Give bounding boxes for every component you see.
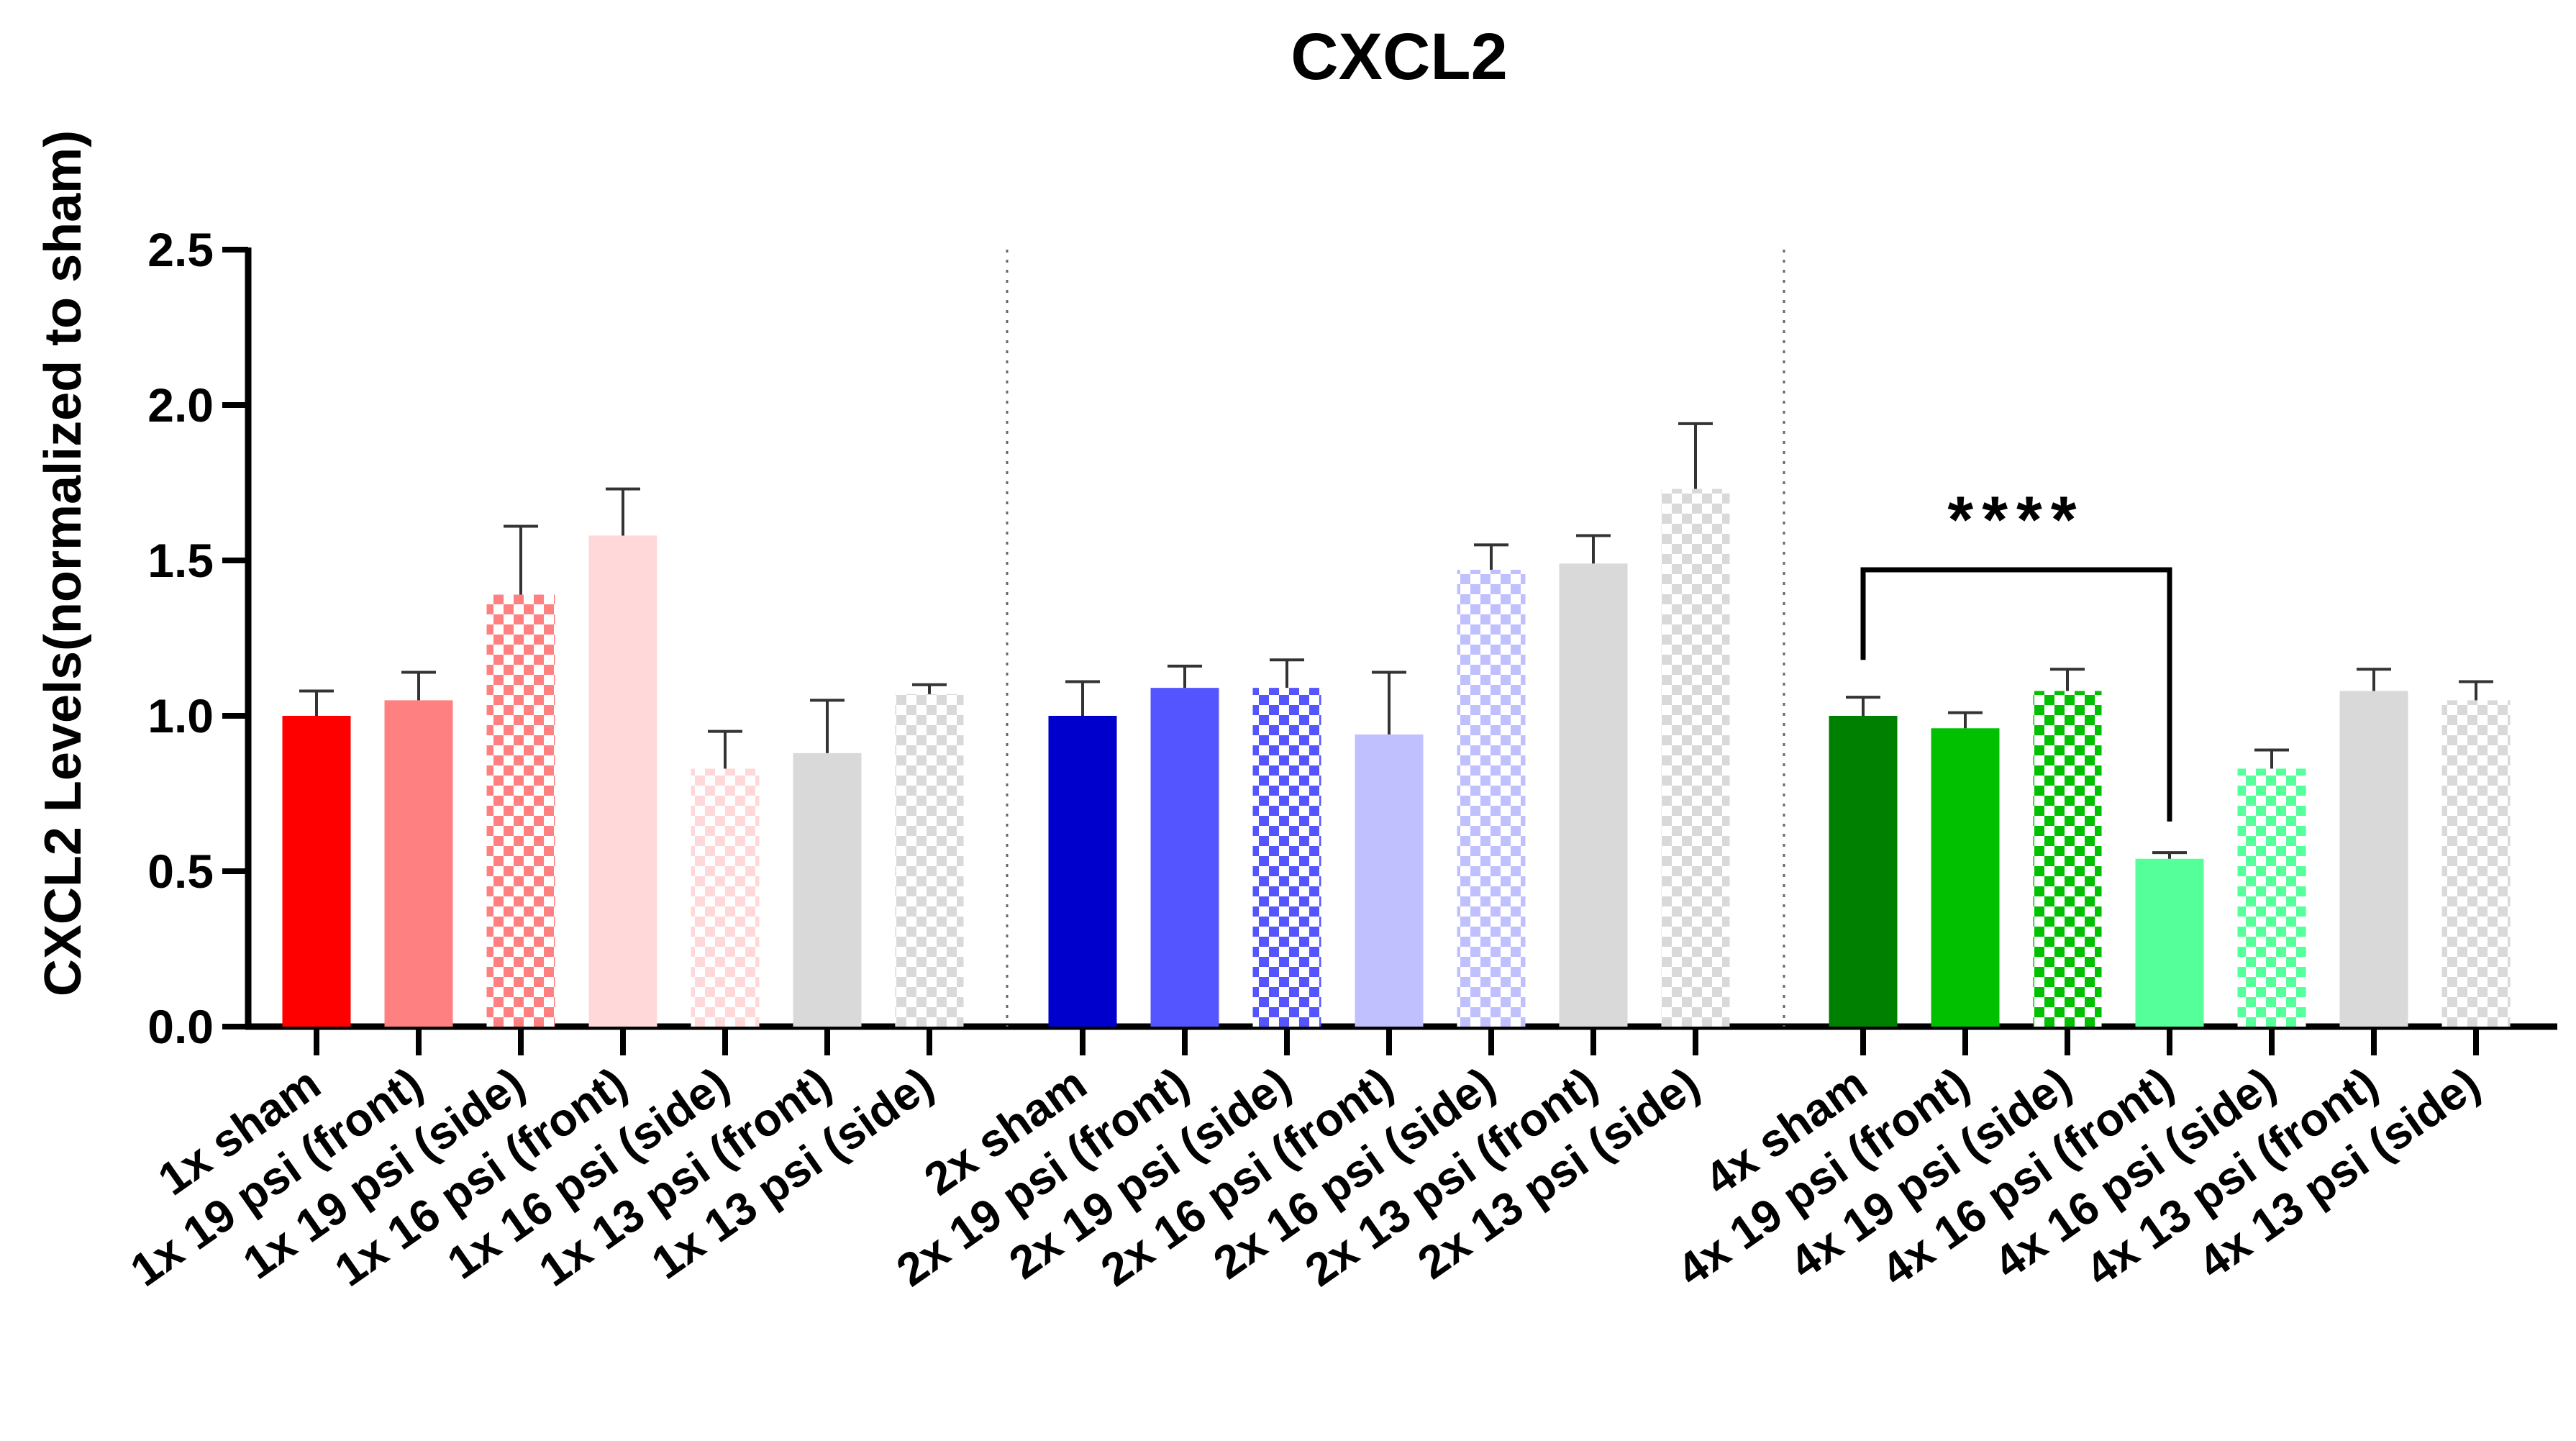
bar [2441,700,2511,1027]
bar [1150,688,1219,1027]
bar [588,535,657,1027]
bar [486,594,555,1027]
chart-title: CXCL2 [1291,20,1508,94]
bar [2033,691,2102,1027]
bar [1355,734,1424,1027]
y-tick-label: 0.0 [147,1000,214,1053]
y-tick-label: 0.5 [147,845,214,898]
bar [1829,716,1898,1027]
bar [2237,768,2306,1027]
bar [1252,688,1321,1027]
y-axis-label: CXCL2 Levels(normalized to sham) [35,130,92,996]
y-tick-label: 1.0 [147,689,214,742]
significance-bracket [1860,567,2172,822]
bar [1931,728,2000,1027]
bar [895,694,964,1027]
significance-label: **** [1947,483,2085,557]
y-tick-label: 2.0 [147,378,214,432]
bar [1661,488,1730,1027]
bar [1048,716,1117,1027]
bar [2339,691,2408,1027]
bar [282,716,351,1027]
bar [1457,569,1526,1027]
bar [2135,858,2204,1027]
bar [691,768,760,1027]
bar [1559,563,1628,1027]
bar [384,700,453,1027]
y-tick-label: 2.5 [147,223,214,276]
y-tick-label: 1.5 [147,534,214,587]
bar [793,753,862,1027]
